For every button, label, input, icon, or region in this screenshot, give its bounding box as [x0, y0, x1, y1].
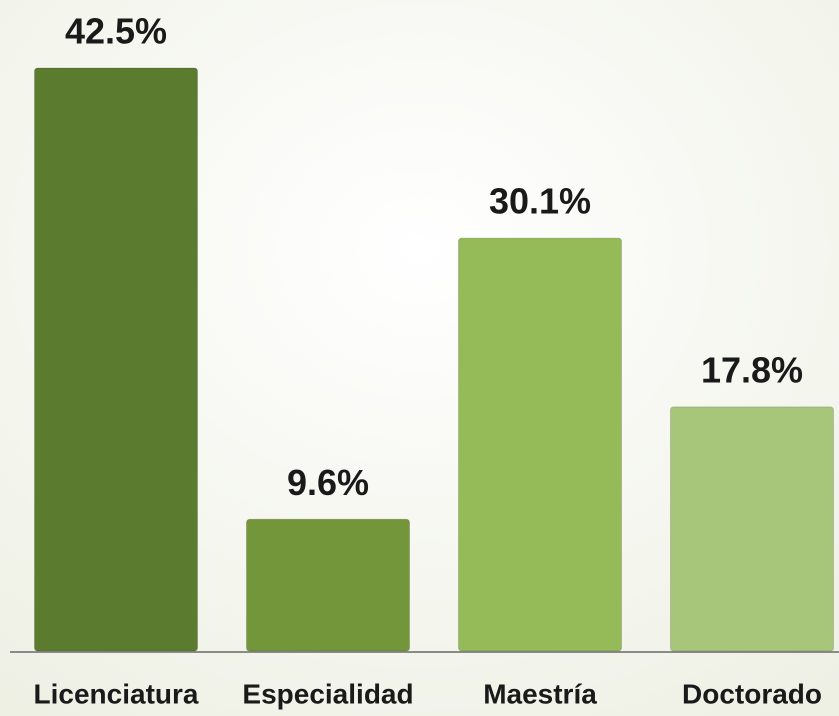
value-label: 42.5%	[65, 11, 167, 52]
value-label: 9.6%	[287, 462, 369, 503]
bar	[246, 518, 410, 652]
value-label: 30.1%	[489, 181, 591, 222]
x-tick-label: Doctorado	[682, 678, 822, 709]
x-tick-label: Maestría	[483, 678, 597, 709]
x-tick-label: Especialidad	[242, 678, 413, 709]
x-tick-label: Licenciatura	[34, 678, 199, 709]
value-label: 17.8%	[701, 349, 803, 390]
bar	[458, 237, 622, 652]
bar	[34, 67, 198, 652]
bar	[670, 406, 834, 652]
